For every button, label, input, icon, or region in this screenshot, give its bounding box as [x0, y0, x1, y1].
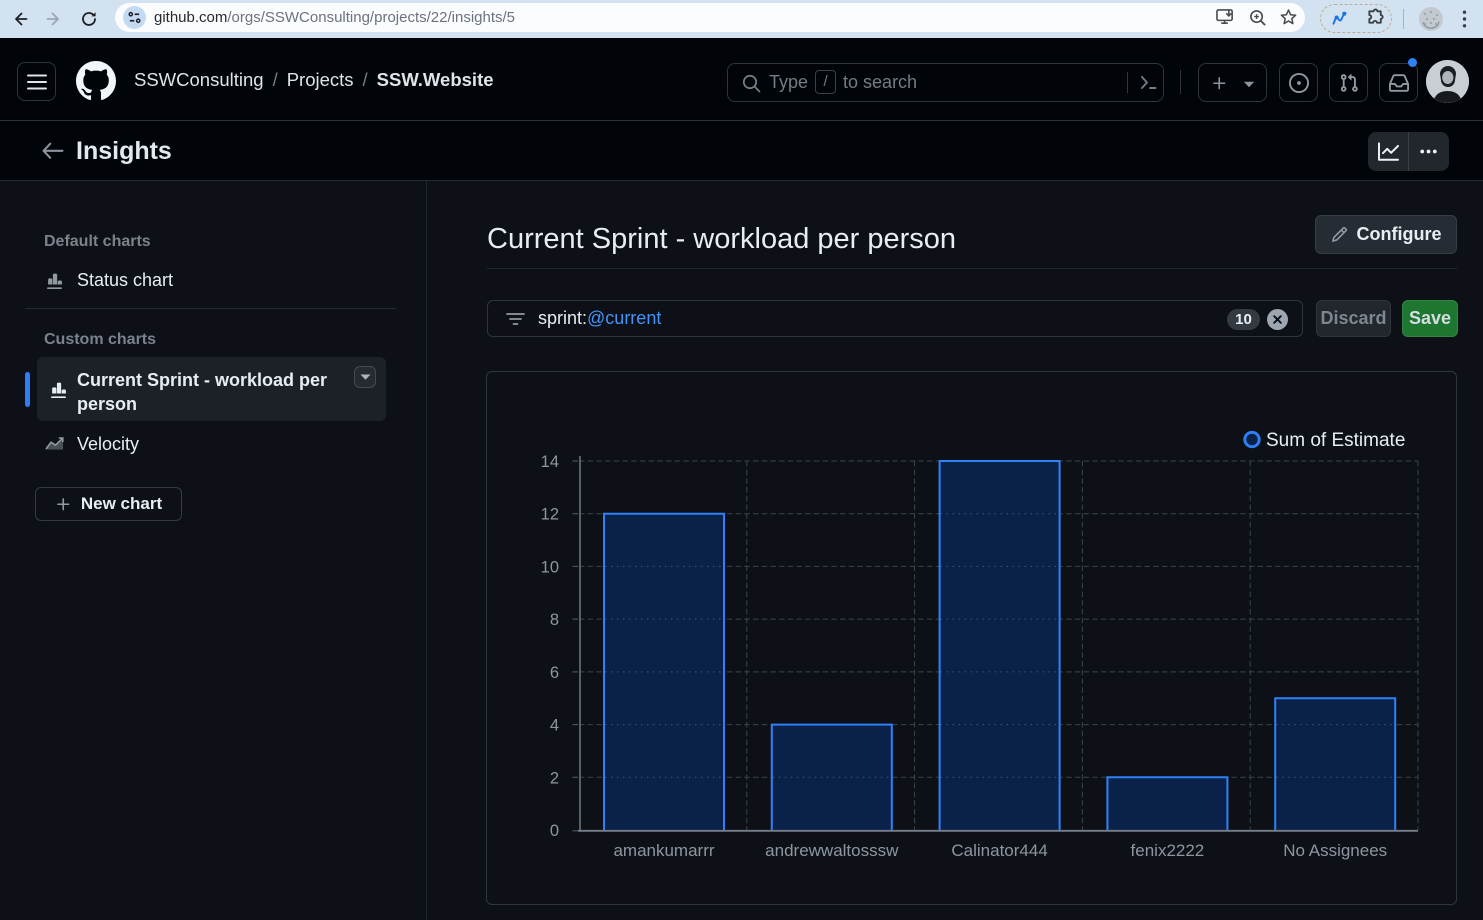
svg-text:amankumarrr: amankumarrr — [613, 841, 714, 860]
svg-text:12: 12 — [541, 506, 559, 524]
svg-text:10: 10 — [541, 558, 559, 576]
svg-text:4: 4 — [550, 717, 559, 735]
svg-text:0: 0 — [550, 822, 559, 840]
svg-text:Sum of Estimate: Sum of Estimate — [1266, 430, 1405, 451]
svg-text:andrewwaltosssw: andrewwaltosssw — [765, 841, 899, 860]
svg-text:6: 6 — [550, 664, 559, 682]
svg-text:14: 14 — [541, 453, 559, 471]
svg-text:No Assignees: No Assignees — [1283, 841, 1387, 860]
svg-text:8: 8 — [550, 611, 559, 629]
svg-text:2: 2 — [550, 769, 559, 787]
svg-text:fenix2222: fenix2222 — [1131, 841, 1205, 860]
svg-text:Calinator444: Calinator444 — [951, 841, 1047, 860]
